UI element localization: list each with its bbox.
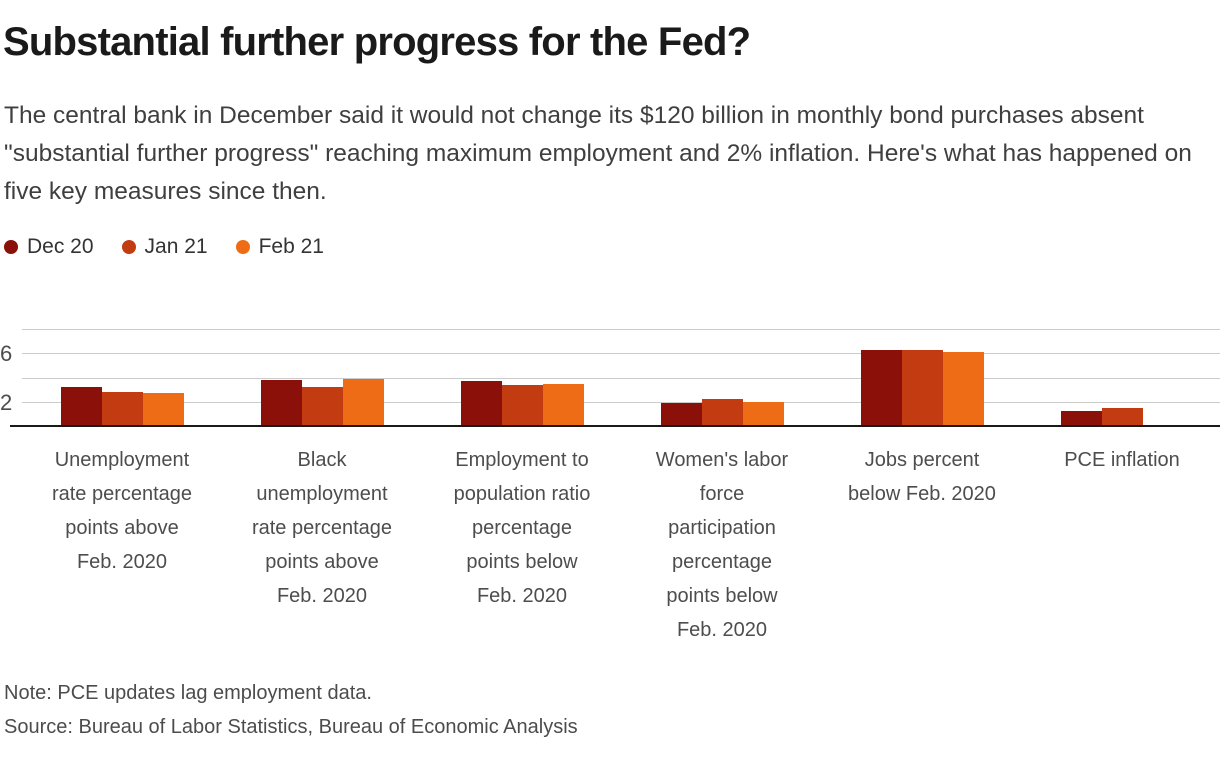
gridline-4 (22, 377, 1220, 379)
chart-title: Substantial further progress for the Fed… (3, 20, 751, 64)
bar-jan-21-unemployment-rate (101, 392, 143, 426)
category-label-employment-to: Employment to population ratio percentag… (453, 449, 591, 607)
category-label-unemployment-rate: Unemployment rate percentage points abov… (51, 449, 193, 573)
y-tick-label: 2 (0, 389, 13, 415)
legend-item-dec-20: Dec 20 (4, 235, 94, 259)
bar-dec-20-unemployment-rate (60, 387, 102, 426)
y-tick-label: 6 (0, 341, 13, 367)
bar-feb-21-unemployment-rate (142, 393, 184, 426)
chart-source: Source: Bureau of Labor Statistics, Bure… (4, 715, 578, 738)
category-label-black-unemployment: Black unemployment rate percentage point… (251, 449, 393, 607)
bar-feb-21-women-s (742, 401, 784, 426)
bar-dec-20-jobs-percent (860, 349, 902, 426)
bar-dec-20-employment-to (460, 381, 502, 426)
gridline-8 (22, 329, 1220, 330)
category-label-women-s: Women's labor force participation percen… (655, 449, 789, 641)
chart-note: Note: PCE updates lag employment data. (4, 682, 372, 704)
category-label-jobs-percent: Jobs percent below Feb. 2020 (848, 449, 996, 505)
legend-dot-icon (235, 240, 250, 254)
bar-dec-20-pce-inflation (1060, 411, 1102, 426)
legend-item-label: Feb 21 (258, 235, 324, 258)
legend-item-label: Jan 21 (144, 235, 208, 258)
x-axis-line (10, 425, 1220, 427)
bar-jan-21-pce-inflation (1101, 407, 1143, 426)
legend-dot-icon (4, 240, 18, 254)
bar-dec-20-black-unemployment (260, 379, 302, 426)
gridline-2 (22, 401, 1220, 403)
chart-footer: Note: PCE updates lag employment data. S… (4, 677, 578, 744)
category-axis-labels: Unemployment rate percentage points abov… (22, 443, 1222, 668)
legend-item-feb-21: Feb 21 (235, 235, 324, 259)
category-label-pce-inflation: PCE inflation (1064, 449, 1180, 471)
bar-jan-21-jobs-percent (901, 349, 943, 426)
bar-dec-20-women-s (660, 402, 702, 426)
bar-feb-21-black-unemployment (342, 378, 384, 426)
gridline-6 (22, 353, 1220, 355)
legend-item-jan-21: Jan 21 (121, 235, 208, 259)
legend-dot-icon (121, 240, 136, 254)
bar-jan-21-women-s (701, 399, 743, 426)
legend-item-label: Dec 20 (27, 235, 94, 258)
chart-legend: Dec 20 Jan 21 Feb 21 (4, 235, 352, 259)
bar-jan-21-employment-to (501, 384, 543, 426)
chart-subtitle: The central bank in December said it wou… (4, 102, 1192, 205)
bar-feb-21-employment-to (542, 383, 584, 426)
bar-jan-21-black-unemployment (301, 387, 343, 426)
bar-feb-21-jobs-percent (942, 352, 984, 426)
